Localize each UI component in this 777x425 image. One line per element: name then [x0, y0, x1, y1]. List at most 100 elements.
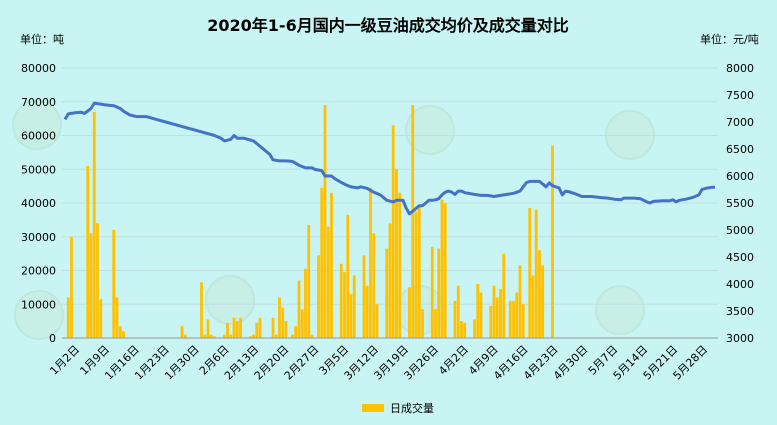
right-tick-label: 3500: [726, 305, 754, 318]
volume-bar: [339, 263, 343, 338]
volume-bar: [489, 305, 493, 338]
volume-bar: [66, 297, 70, 338]
left-tick-label: 80000: [21, 62, 56, 75]
right-tick-label: 6000: [726, 170, 754, 183]
volume-bar: [463, 322, 467, 338]
right-tick-label: 3000: [726, 332, 754, 345]
volume-bar: [183, 334, 187, 338]
volume-bar: [70, 236, 73, 338]
volume-bar: [294, 326, 298, 338]
volume-bar: [278, 297, 281, 338]
volume-bar: [440, 199, 444, 338]
volume-bar: [206, 319, 210, 338]
avg-price-line: [63, 101, 715, 216]
volume-bar: [248, 336, 252, 338]
watermark-logo-icon: [14, 290, 64, 340]
x-axis-ticks: 1月2日1月9日1月16日1月23日1月30日2月6日2月13日2月20日2月2…: [47, 343, 710, 383]
volume-bar: [226, 322, 229, 338]
volume-bar: [239, 317, 242, 338]
volume-bar: [320, 187, 324, 338]
volume-bar: [300, 309, 304, 338]
left-tick-label: 20000: [21, 265, 56, 278]
volume-bar: [222, 334, 226, 338]
volume-bar: [349, 294, 353, 338]
legend-swatch: [362, 404, 384, 412]
volume-bar: [456, 285, 460, 338]
volume-bar: [538, 250, 541, 338]
volume-bar: [86, 165, 90, 338]
volume-bar: [541, 265, 545, 338]
right-tick-label: 4500: [726, 251, 754, 264]
volume-bar: [521, 304, 525, 338]
volume-bar: [232, 317, 236, 338]
volume-bar: [508, 300, 512, 338]
volume-bar: [96, 223, 99, 338]
volume-bar: [317, 255, 320, 338]
volume-bar: [453, 300, 457, 338]
volume-bar: [307, 224, 311, 338]
right-tick-label: 7500: [726, 89, 754, 102]
volume-bar: [512, 300, 515, 338]
volume-bar: [437, 248, 441, 338]
legend-label: 日成交量: [390, 401, 434, 415]
volume-bar: [255, 322, 259, 338]
volume-bar: [200, 282, 203, 338]
volume-bar: [346, 214, 350, 338]
volume-bar: [534, 209, 538, 338]
left-axis-ticks: 0 10000 20000 30000 40000 50000 60000 70000 8000…: [21, 62, 56, 345]
right-tick-label: 6500: [726, 143, 754, 156]
volume-bar: [518, 265, 522, 338]
volume-bar: [274, 334, 278, 338]
volume-bar: [515, 292, 519, 338]
volume-bar: [372, 233, 376, 338]
volume-bar: [281, 307, 285, 338]
volume-bar: [434, 309, 437, 338]
volume-bar: [99, 299, 103, 338]
volume-bar: [395, 169, 398, 338]
left-tick-label: 30000: [21, 231, 56, 244]
volume-bar: [473, 319, 476, 338]
volume-bar: [430, 246, 434, 338]
right-tick-label: 5000: [726, 224, 754, 237]
volume-bar: [421, 309, 424, 338]
volume-bar: [297, 280, 301, 338]
volume-bar: [499, 289, 502, 338]
volume-bar: [122, 331, 125, 338]
volume-bar: [209, 334, 213, 338]
volume-bar: [89, 233, 93, 338]
volume-bar: [492, 285, 496, 338]
volume-bar: [323, 105, 327, 338]
volume-bar: [213, 336, 216, 338]
left-tick-label: 10000: [21, 298, 56, 311]
volume-bar: [551, 145, 554, 338]
volume-bar: [460, 321, 463, 338]
right-axis-ticks: 3000 3500 4000 4500 5000 5500 6000 6500 7000 7500…: [726, 62, 754, 345]
right-tick-label: 7000: [726, 116, 754, 129]
volume-bar: [385, 248, 389, 338]
volume-bar: [180, 326, 184, 338]
volume-bar: [362, 255, 366, 338]
volume-bar: [284, 321, 288, 338]
watermark-logo-icon: [595, 285, 645, 335]
left-axis-unit: 单位：吨: [20, 32, 64, 46]
right-axis-unit: 单位：元/吨: [700, 32, 759, 46]
watermark-logo-icon: [12, 100, 62, 150]
volume-bar: [112, 230, 116, 338]
volume-bar: [330, 192, 333, 338]
volume-bar: [417, 204, 421, 338]
left-tick-label: 50000: [21, 163, 56, 176]
volume-bar: [115, 297, 119, 338]
watermark-logo-icon: [405, 105, 455, 155]
volume-bar: [476, 284, 480, 338]
x-tick-label: 1月2日: [47, 343, 82, 378]
volume-bar: [495, 297, 499, 338]
left-tick-label: 0: [49, 332, 56, 345]
left-tick-label: 70000: [21, 96, 56, 109]
volume-bars: [66, 105, 554, 338]
watermark-logo-icon: [205, 275, 255, 325]
volume-bar: [408, 287, 411, 338]
volume-bar: [391, 125, 395, 338]
watermark-group: [12, 100, 655, 340]
right-tick-label: 5500: [726, 197, 754, 210]
